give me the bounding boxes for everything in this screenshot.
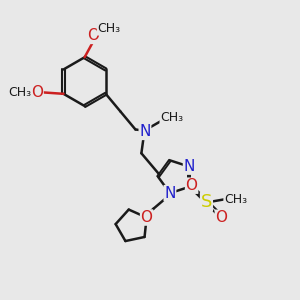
Text: CH₃: CH₃: [224, 193, 247, 206]
Text: O: O: [141, 210, 153, 225]
Text: O: O: [88, 28, 100, 44]
Text: CH₃: CH₃: [8, 86, 32, 99]
Text: N: N: [139, 124, 151, 140]
Text: O: O: [31, 85, 43, 100]
Text: O: O: [186, 178, 198, 193]
Text: O: O: [215, 210, 227, 225]
Text: N: N: [184, 159, 195, 174]
Text: N: N: [164, 186, 176, 201]
Text: CH₃: CH₃: [160, 110, 183, 124]
Text: CH₃: CH₃: [98, 22, 121, 35]
Text: S: S: [201, 193, 212, 211]
